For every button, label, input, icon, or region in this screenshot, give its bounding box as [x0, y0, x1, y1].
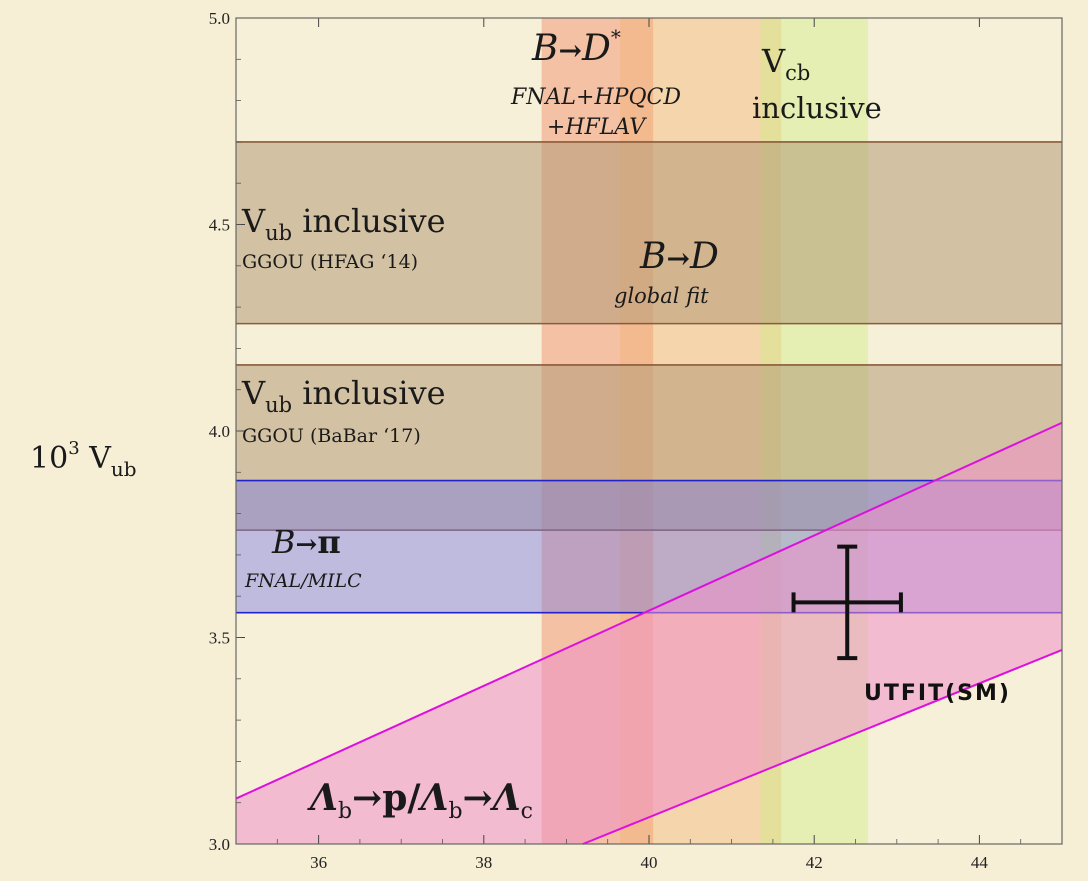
y-tick-label: 3.5 — [209, 629, 230, 648]
label-bdstar-source-2: +HFLAV — [547, 115, 647, 140]
y-tick-label: 5.0 — [209, 9, 230, 28]
label-vub-hfag-source: GGOU (HFAG ‘14) — [242, 251, 418, 273]
x-tick-label: 42 — [806, 853, 823, 872]
y-tick-label: 4.0 — [209, 422, 230, 441]
diagonal-band — [235, 421, 1063, 845]
axis-ticks: 36 38 40 42 44 3.0 3.5 4.0 4.5 5.0 — [209, 9, 1063, 872]
x-tick-label: 44 — [971, 853, 989, 872]
label-vcb-source: inclusive — [752, 91, 882, 125]
label-bd-title: B→D — [639, 236, 719, 277]
label-lambda-title: Λb→p/Λb→Λc — [307, 777, 533, 824]
label-bdstar-source-1: FNAL+HPQCD — [510, 85, 681, 110]
label-bdstar-title: B→D* — [531, 25, 621, 69]
x-tick-label: 40 — [641, 853, 658, 872]
diagonal-band-fill — [236, 422, 1062, 844]
x-tick-label: 36 — [310, 853, 327, 872]
y-axis-label: 103 Vub — [30, 438, 137, 481]
x-tick-label: 38 — [475, 853, 492, 872]
utfit-point — [791, 544, 903, 661]
hband-vub-inclusive-ggou-hfag-14 — [236, 141, 1062, 324]
y-tick-label: 4.5 — [209, 216, 230, 235]
label-bd-source: global fit — [614, 284, 709, 308]
diagonal-band-lower-line — [582, 648, 1063, 845]
diagonal-band-upper-line — [235, 421, 1063, 800]
label-bpi-source: FNAL/MILC — [244, 570, 362, 592]
plot-frame — [235, 17, 1063, 845]
label-utfit: UTFIT(SM) — [864, 681, 1011, 706]
label-bpi-title: B→π — [271, 523, 341, 561]
label-vub-babar-title: Vub inclusive — [241, 374, 446, 417]
y-tick-label: 3.0 — [209, 835, 230, 854]
label-vcb-title: Vcb — [761, 42, 810, 85]
label-vub-babar-source: GGOU (BaBar ‘17) — [242, 425, 421, 447]
label-vub-hfag-title: Vub inclusive — [241, 202, 446, 245]
